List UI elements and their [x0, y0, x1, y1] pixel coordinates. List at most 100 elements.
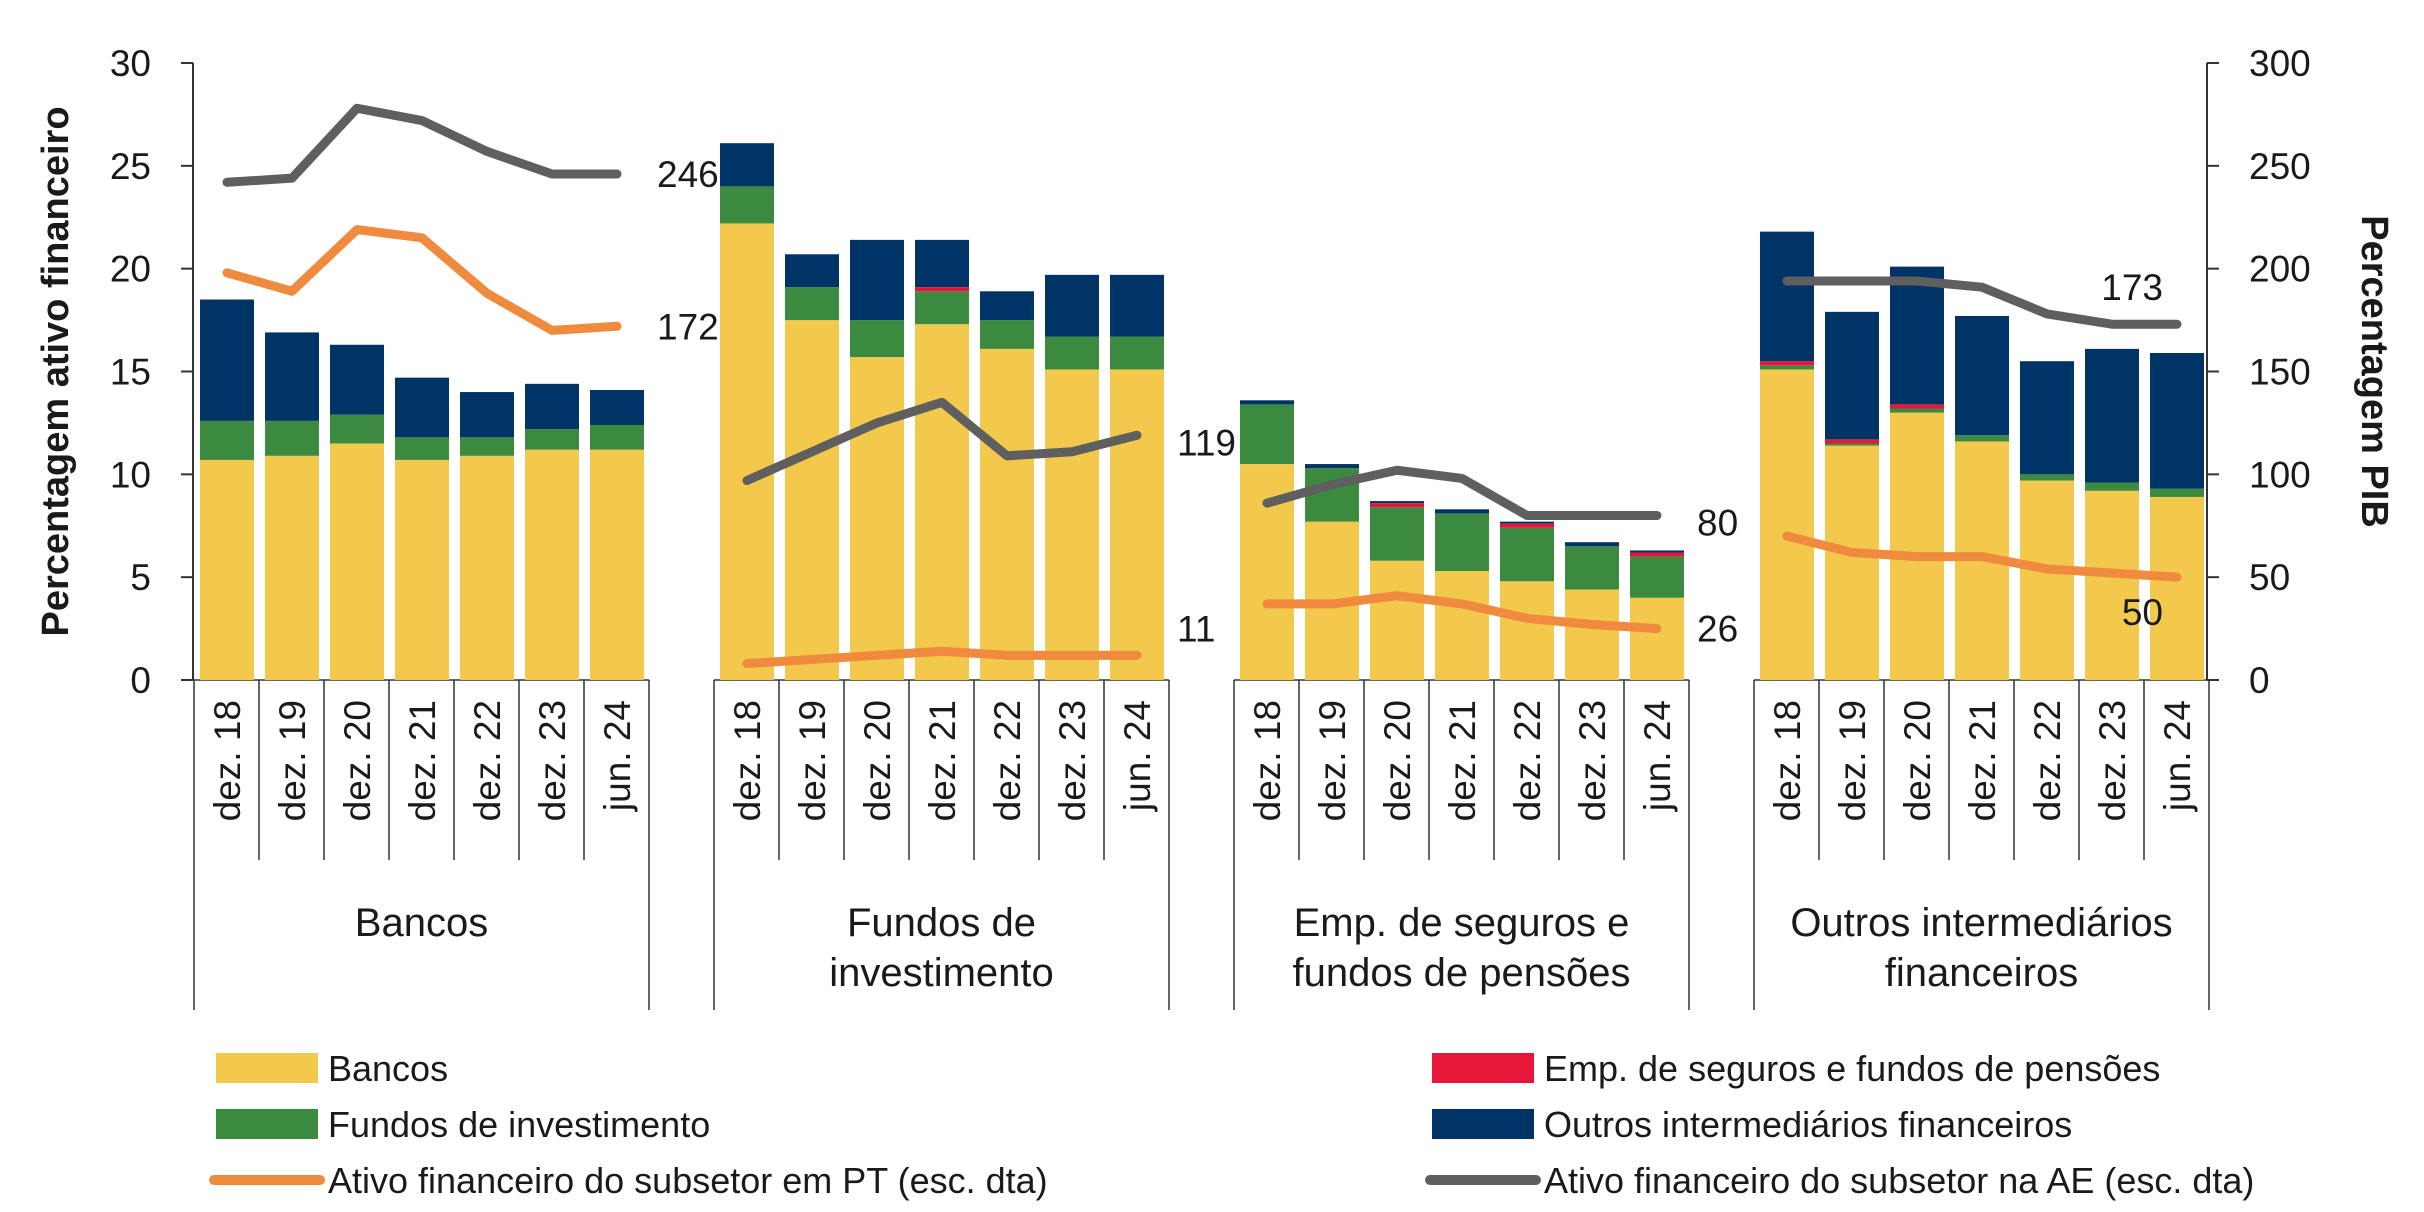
bar-outros	[1370, 501, 1424, 504]
left-tick-label: 10	[110, 454, 151, 495]
line-ae	[1782, 276, 2182, 329]
bar-seguros	[1760, 361, 1814, 366]
pt-end-label: 26	[1697, 609, 1738, 650]
bar-seguros	[915, 287, 969, 292]
line-ae	[1262, 465, 1662, 520]
category-label: dez. 20	[1377, 700, 1418, 821]
bar-seguros	[1370, 503, 1424, 508]
line-ae	[222, 103, 622, 187]
bar-bancos	[1825, 445, 1879, 680]
bar-fundos	[785, 287, 839, 321]
left-axis-title: Percentagem ativo financeiro	[35, 106, 77, 636]
legend-label-bancos: Bancos	[328, 1048, 448, 1089]
legend: Bancos Emp. de seguros e fundos de pensõe…	[209, 1048, 2254, 1201]
right-tick-label: 300	[2249, 43, 2311, 84]
group-label: Bancos	[355, 901, 488, 945]
bar-fundos	[1435, 513, 1489, 571]
category-label: dez. 22	[987, 700, 1028, 821]
category-label: dez. 23	[1052, 700, 1093, 821]
group-label: Emp. de seguros e fundos de pensões	[1292, 901, 1630, 995]
bar-outros	[1110, 274, 1164, 337]
bar-bancos	[720, 223, 774, 681]
group-label: Outros intermediários financeiros	[1790, 901, 2172, 995]
bar-bancos	[2085, 490, 2139, 680]
bar-outros	[1240, 400, 1294, 405]
right-tick-label: 250	[2249, 146, 2311, 187]
bar-fundos	[1955, 435, 2009, 442]
line-pt	[1782, 531, 2182, 582]
legend-swatch-fundos	[216, 1109, 318, 1139]
bar-fundos	[2085, 482, 2139, 491]
right-axis-title: Percentagem PIB	[2353, 215, 2395, 528]
bar-fundos	[330, 414, 384, 444]
category-label: jun. 24	[2157, 700, 2198, 812]
bar-outros	[525, 383, 579, 430]
category-label: dez. 19	[1312, 700, 1353, 821]
bar-bancos	[980, 348, 1034, 680]
bar-bancos	[1630, 597, 1684, 680]
bar-bancos	[1045, 369, 1099, 680]
bar-seguros	[1890, 404, 1944, 409]
left-tick-label: 15	[110, 352, 151, 393]
left-tick-label: 25	[110, 146, 151, 187]
bar-bancos	[2150, 496, 2204, 680]
category-label: dez. 18	[1767, 700, 1808, 821]
bar-bancos	[1890, 412, 1944, 680]
bar-outros	[265, 332, 319, 421]
bar-fundos	[395, 437, 449, 460]
bar-fundos	[1825, 443, 1879, 446]
bar-outros	[1305, 464, 1359, 469]
bar-outros	[1760, 231, 1814, 362]
category-label: dez. 21	[922, 700, 963, 821]
left-tick-label: 0	[130, 660, 151, 701]
bar-outros	[1890, 266, 1944, 405]
bar-bancos	[915, 324, 969, 680]
category-label: dez. 22	[1507, 700, 1548, 821]
bar-outros	[200, 299, 254, 421]
category-label: dez. 19	[272, 700, 313, 821]
category-label: dez. 19	[1832, 700, 1873, 821]
ae-end-label: 119	[1177, 422, 1236, 463]
legend-label-seguros: Emp. de seguros e fundos de pensões	[1544, 1048, 2160, 1089]
bar-fundos	[1630, 556, 1684, 598]
bars	[200, 143, 2204, 681]
legend-swatch-outros	[1432, 1109, 1534, 1139]
category-label: dez. 23	[1572, 700, 1613, 821]
right-tick-label: 50	[2249, 557, 2290, 598]
category-label: dez. 22	[467, 700, 508, 821]
left-tick-label: 20	[110, 249, 151, 290]
group-label: Fundos de investimento	[829, 901, 1054, 995]
bar-outros	[2020, 361, 2074, 475]
category-label: jun. 24	[597, 700, 638, 812]
category-label: jun. 24	[1117, 700, 1158, 812]
line-ae	[742, 397, 1142, 486]
category-label: dez. 18	[727, 700, 768, 821]
bar-outros	[460, 392, 514, 438]
legend-label-outros: Outros intermediários financeiros	[1544, 1104, 2072, 1145]
bar-bancos	[265, 455, 319, 680]
bar-outros	[785, 254, 839, 288]
bar-outros	[1825, 311, 1879, 440]
bar-outros	[1500, 521, 1554, 524]
bar-fundos	[1110, 336, 1164, 370]
lines	[222, 103, 2182, 669]
category-label: dez. 18	[1247, 700, 1288, 821]
bar-bancos	[1500, 581, 1554, 680]
category-label: dez. 21	[402, 700, 443, 821]
category-label: jun. 24	[1637, 700, 1678, 812]
bar-bancos	[395, 459, 449, 680]
bar-seguros	[1825, 439, 1879, 444]
bar-bancos	[330, 443, 384, 680]
ae-end-label: 246	[657, 154, 719, 195]
bar-fundos	[2020, 474, 2074, 481]
category-label: dez. 20	[337, 700, 378, 821]
bar-fundos	[2150, 488, 2204, 497]
bar-outros	[1565, 542, 1619, 547]
category-label: dez. 18	[207, 700, 248, 821]
labels: dez. 18 dez. 19 dez. 20 dez. 21 dez. 22 dez. …	[207, 154, 2198, 995]
bar-outros	[590, 390, 644, 425]
bar-seguros	[1630, 552, 1684, 557]
bar-fundos	[1760, 365, 1814, 370]
bar-fundos	[1240, 404, 1294, 465]
